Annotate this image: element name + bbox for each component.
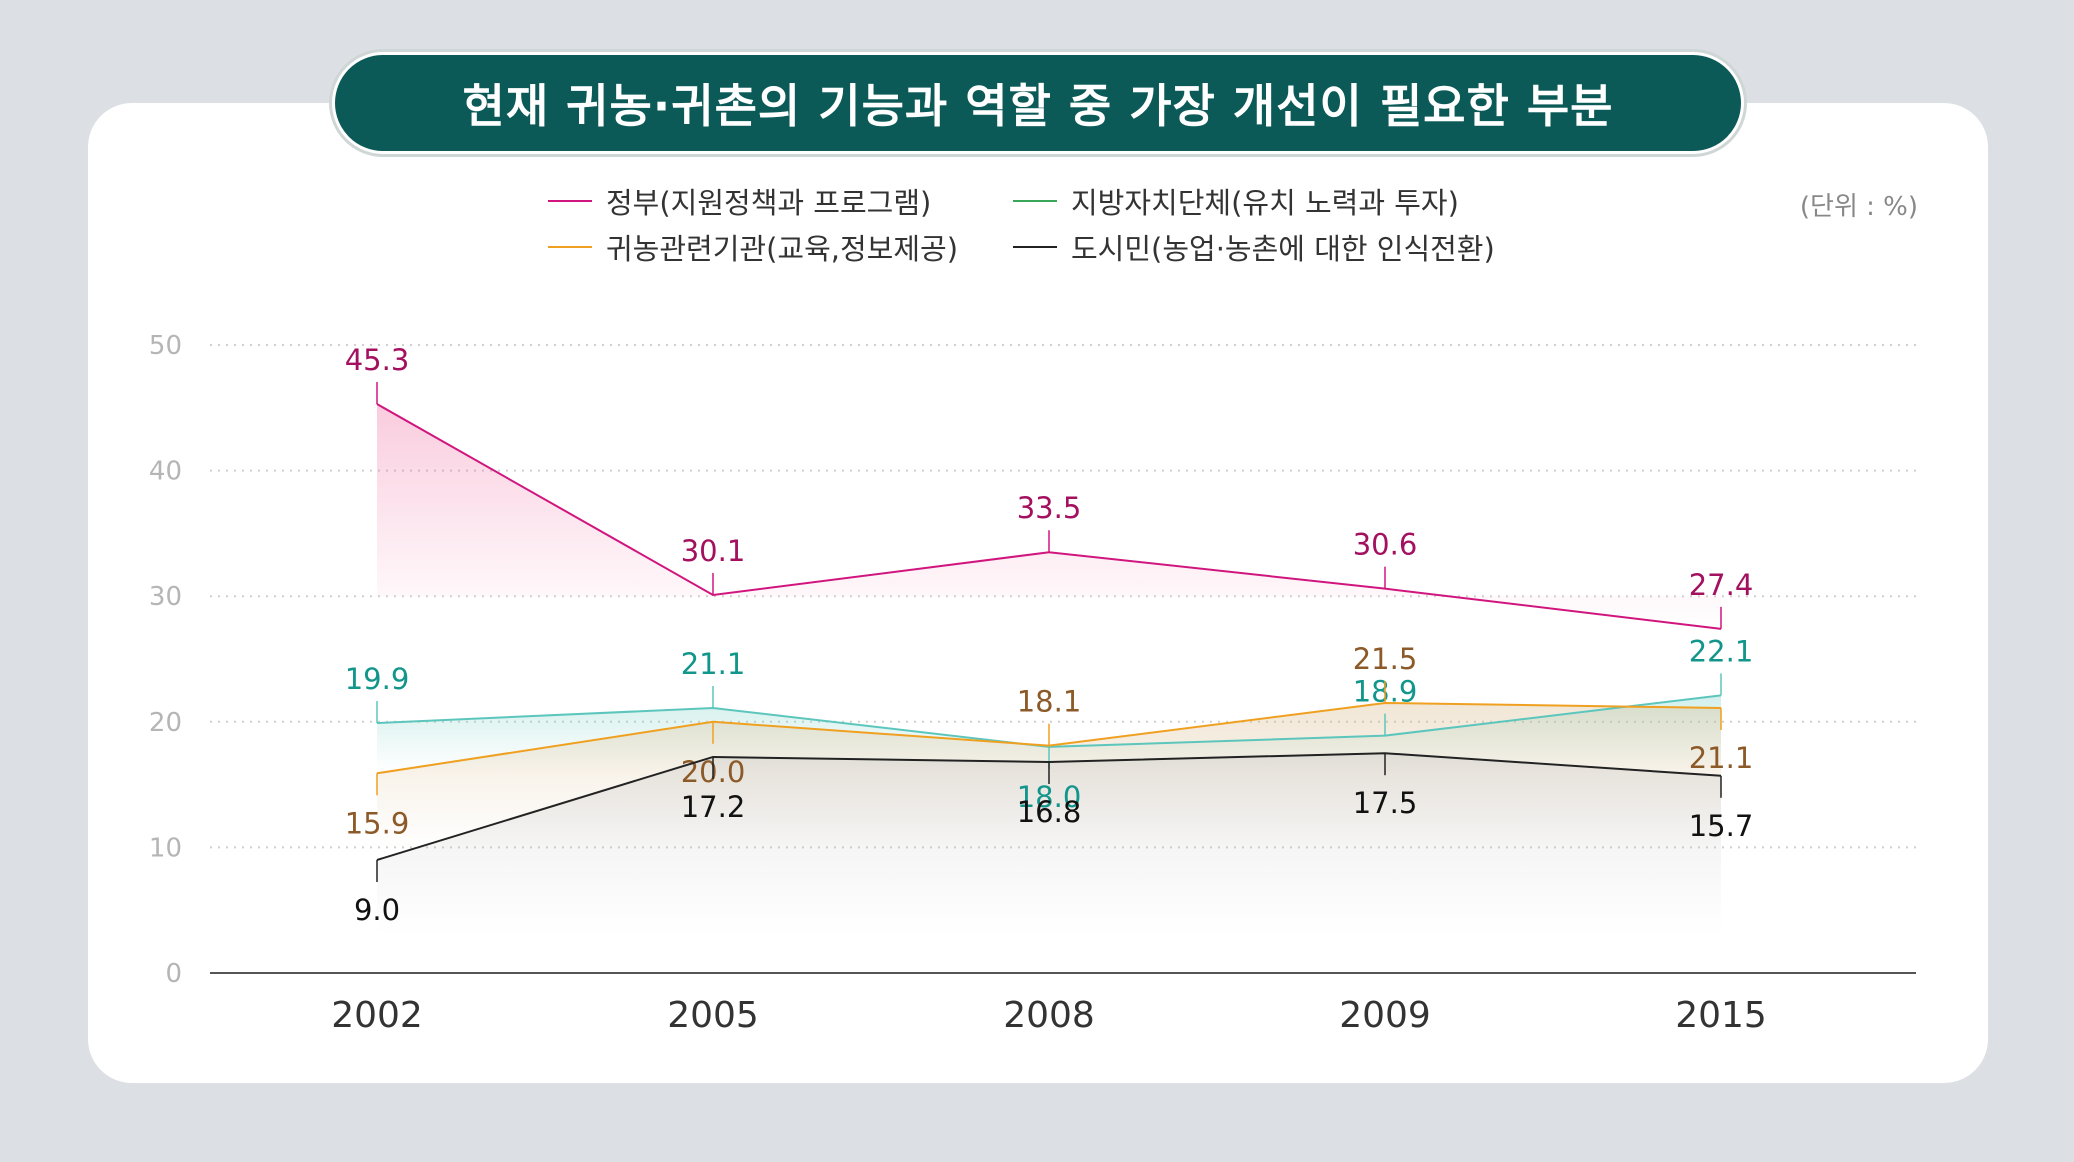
legend-item-government: 정부(지원정책과 프로그램) <box>548 180 931 222</box>
x-tick-label: 2008 <box>1003 995 1095 1036</box>
data-label-local: 18.0 <box>1017 780 1082 814</box>
data-label-local: 19.9 <box>345 662 410 696</box>
data-label-local: 21.1 <box>681 647 746 681</box>
y-tick-label: 40 <box>149 457 182 487</box>
x-tick-label: 2005 <box>667 995 759 1036</box>
data-label-citizen: 9.0 <box>354 893 400 927</box>
data-label-government: 27.4 <box>1689 568 1754 602</box>
legend-label-citizen: 도시민(농업·농촌에 대한 인식전환) <box>1071 232 1495 266</box>
legend-swatch-local <box>1013 200 1057 202</box>
legend-label-government: 정부(지원정책과 프로그램) <box>606 186 932 220</box>
legend-label-agency: 귀농관련기관(교육,정보제공) <box>606 232 959 266</box>
legend-swatch-agency <box>548 246 592 248</box>
x-tick-label: 2002 <box>331 995 423 1036</box>
data-label-citizen: 17.2 <box>681 790 746 824</box>
data-label-agency: 21.5 <box>1353 642 1418 676</box>
y-tick-label: 0 <box>165 959 182 989</box>
y-tick-label: 10 <box>149 833 182 863</box>
x-tick-label: 2009 <box>1339 995 1431 1036</box>
data-label-government: 30.1 <box>681 534 746 568</box>
unit-label: (단위 : %) <box>1799 192 1918 222</box>
area-government <box>377 404 1721 629</box>
data-label-government: 33.5 <box>1017 491 1082 525</box>
area-citizen <box>377 753 1721 936</box>
legend-swatch-citizen <box>1013 246 1057 248</box>
y-tick-label: 30 <box>149 582 182 612</box>
y-tick-label: 50 <box>149 331 182 361</box>
legend-label-local: 지방자치단체(유치 노력과 투자) <box>1071 186 1459 220</box>
legend-item-citizen: 도시민(농업·농촌에 대한 인식전환) <box>1013 226 1495 268</box>
y-tick-label: 20 <box>149 708 182 738</box>
data-label-government: 30.6 <box>1353 528 1418 562</box>
data-label-local: 22.1 <box>1689 634 1754 668</box>
data-label-agency: 18.1 <box>1017 685 1082 719</box>
chart-title: 현재 귀농·귀촌의 기능과 역할 중 가장 개선이 필요한 부분 <box>332 52 1744 154</box>
x-tick-label: 2015 <box>1675 995 1767 1036</box>
data-label-agency: 21.1 <box>1689 741 1754 775</box>
data-label-agency: 15.9 <box>345 806 410 840</box>
legend-item-local: 지방자치단체(유치 노력과 투자) <box>1013 180 1459 222</box>
legend-swatch-government <box>548 200 592 202</box>
data-label-government: 45.3 <box>345 343 410 377</box>
data-label-citizen: 16.8 <box>1017 795 1082 829</box>
legend-item-agency: 귀농관련기관(교육,정보제공) <box>548 226 958 268</box>
data-label-citizen: 15.7 <box>1689 809 1754 843</box>
data-label-citizen: 17.5 <box>1353 786 1418 820</box>
